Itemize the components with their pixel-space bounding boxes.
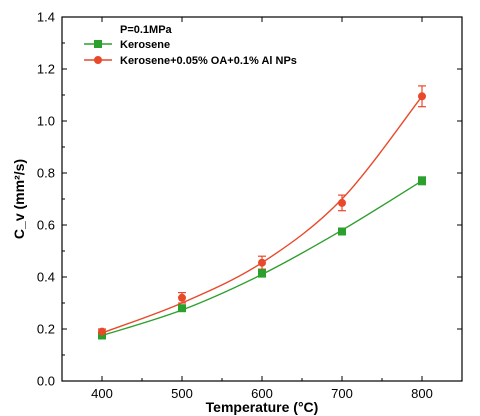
x-tick-label: 600 bbox=[251, 386, 273, 401]
data-point-circle bbox=[258, 258, 266, 267]
data-point-square bbox=[178, 304, 186, 313]
y-tick-label: 1.4 bbox=[37, 10, 55, 25]
legend-label: Kerosene bbox=[120, 39, 170, 51]
data-point-circle bbox=[338, 198, 346, 207]
data-point-square bbox=[258, 269, 266, 278]
ticks: 400 500 600 700 800 0.0 0.2 0.4 0.6 0.8 1.0 1.2 1.4 bbox=[37, 10, 463, 401]
legend-title: P=0.1MPa bbox=[120, 24, 173, 36]
y-tick-label: 0.6 bbox=[37, 218, 55, 233]
y-tick-label: 1.2 bbox=[37, 62, 55, 77]
data-point-square bbox=[418, 176, 426, 185]
error-bars bbox=[98, 85, 426, 339]
markers bbox=[98, 92, 426, 340]
y-tick-label: 1.0 bbox=[37, 114, 55, 129]
legend-label: Kerosene+0.05% OA+0.1% Al NPs bbox=[120, 55, 297, 67]
legend: P=0.1MPa Kerosene Kerosene+0.05% OA+0.1% … bbox=[84, 24, 297, 67]
y-tick-label: 0.0 bbox=[37, 374, 55, 389]
data-point-circle bbox=[418, 92, 426, 101]
legend-marker-circle bbox=[94, 56, 102, 64]
data-point-square bbox=[338, 227, 346, 236]
x-tick-label: 400 bbox=[91, 386, 113, 401]
y-tick-label: 0.4 bbox=[37, 270, 55, 285]
y-tick-label: 0.8 bbox=[37, 166, 55, 181]
fit-line-series-1 bbox=[101, 95, 423, 334]
x-tick-label: 500 bbox=[171, 386, 193, 401]
x-axis-title: Temperature (°C) bbox=[206, 399, 319, 415]
y-axis-title: C_v (mm²/s) bbox=[11, 159, 27, 239]
data-point-circle bbox=[98, 327, 106, 336]
y-tick-label: 0.2 bbox=[37, 322, 55, 337]
x-tick-label: 700 bbox=[331, 386, 353, 401]
data-point-circle bbox=[178, 293, 186, 302]
legend-marker-square bbox=[94, 40, 102, 48]
x-tick-label: 800 bbox=[411, 386, 433, 401]
fit-lines bbox=[101, 95, 423, 337]
